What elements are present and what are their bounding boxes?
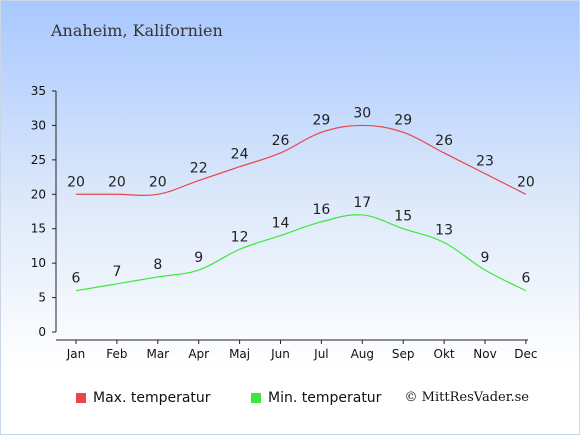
data-label-min: 15 (394, 209, 412, 225)
x-tick-label: Apr (188, 347, 209, 361)
data-label-min: 8 (153, 257, 162, 273)
data-label-max: 24 (231, 147, 249, 163)
x-tick-label: Nov (473, 347, 496, 361)
data-label-max: 20 (517, 174, 535, 190)
data-label-max: 26 (435, 133, 453, 149)
y-tick-label: 35 (31, 84, 46, 98)
data-label-min: 17 (353, 195, 371, 211)
x-tick-label: Aug (351, 347, 374, 361)
credit-text: © MittResVader.se (404, 390, 529, 405)
data-label-max: 20 (67, 174, 85, 190)
series-line-max (76, 124, 527, 196)
x-tick-label: Jan (66, 347, 86, 361)
data-label-max: 29 (312, 112, 330, 128)
x-tick-label: Dec (514, 347, 537, 361)
data-label-max: 29 (394, 112, 412, 128)
legend-swatch-max (76, 393, 86, 403)
data-label-max: 23 (476, 154, 494, 170)
data-label-max: 20 (108, 174, 126, 190)
x-tick-label: Sep (392, 347, 415, 361)
data-label-max: 22 (190, 161, 208, 177)
legend-label-min: Min. temperatur (268, 390, 382, 406)
y-tick-label: 25 (31, 153, 46, 167)
data-label-max: 20 (149, 174, 167, 190)
chart-title: Anaheim, Kalifornien (51, 21, 223, 40)
x-tick-label: Feb (106, 347, 127, 361)
y-tick-label: 30 (31, 118, 46, 132)
data-label-min: 16 (312, 202, 330, 218)
legend-label-max: Max. temperatur (93, 390, 211, 406)
data-label-min: 7 (112, 264, 121, 280)
y-tick-label: 15 (31, 222, 46, 236)
x-tick-label: Maj (229, 347, 250, 361)
y-tick-label: 0 (38, 325, 46, 339)
data-label-max: 30 (353, 105, 371, 121)
legend-swatch-min (251, 393, 261, 403)
x-tick-label: Jun (270, 347, 290, 361)
data-label-min: 12 (231, 229, 249, 245)
legend-item-min: Min. temperatur (251, 390, 381, 406)
data-label-min: 14 (272, 216, 290, 232)
data-label-min: 6 (521, 271, 530, 287)
x-tick-label: Jul (313, 347, 328, 361)
x-tick-label: Okt (434, 347, 455, 361)
legend-item-max: Max. temperatur (76, 390, 211, 406)
y-tick-label: 20 (31, 187, 46, 201)
y-tick-label: 10 (31, 256, 46, 270)
data-label-min: 13 (435, 222, 453, 238)
data-label-max: 26 (272, 133, 290, 149)
data-label-min: 9 (481, 250, 490, 266)
y-tick-label: 5 (38, 291, 46, 305)
data-label-min: 6 (72, 271, 81, 287)
series-line-min (75, 214, 527, 292)
data-label-min: 9 (194, 250, 203, 266)
x-tick-label: Mar (146, 347, 169, 361)
